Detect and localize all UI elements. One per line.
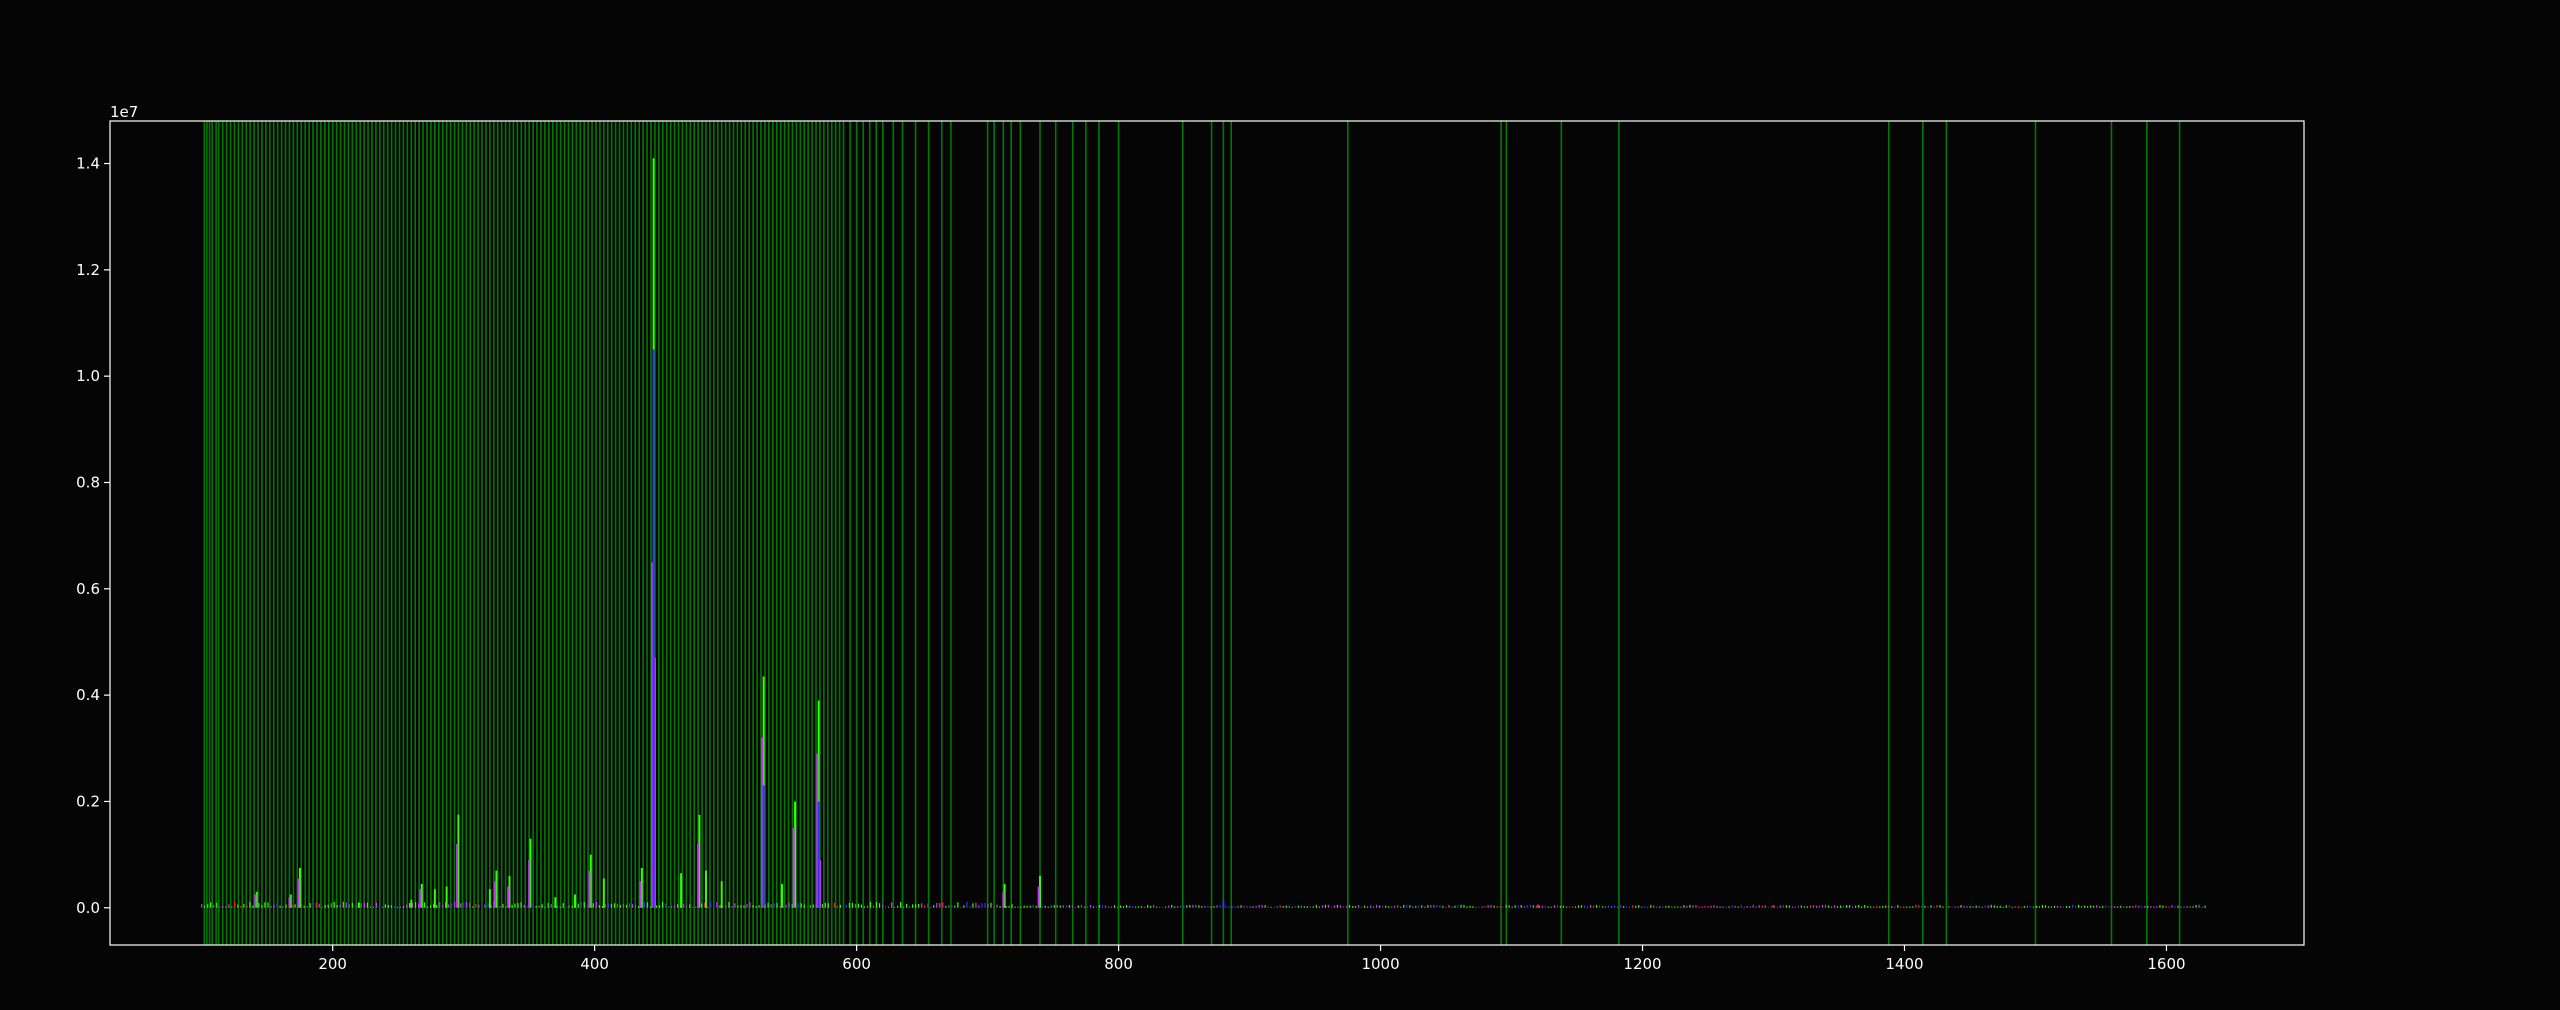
x-tick-label: 1200: [1623, 955, 1661, 973]
x-tick-label: 1400: [1885, 955, 1923, 973]
peaks: [254, 158, 1775, 908]
y-tick-label: 0.4: [76, 686, 100, 704]
highlight-bands: [203, 121, 2181, 945]
baseline-noise: [201, 901, 2206, 908]
x-tick-label: 400: [580, 955, 609, 973]
y-tick-label: 1.4: [76, 155, 100, 173]
y-tick-label: 1.2: [76, 261, 100, 279]
x-tick-label: 200: [318, 955, 347, 973]
y-tick-label: 1.0: [76, 367, 100, 385]
x-tick-label: 600: [842, 955, 871, 973]
plot-frame: [109, 120, 2305, 946]
y-tick-label: 0.0: [76, 899, 100, 917]
y-offset-label: 1e7: [110, 103, 138, 121]
x-tick-label: 1000: [1361, 955, 1399, 973]
axes: 200 400 600 800 1000 1200 1400 1600 0.0 0.2 0.4 0.6…: [76, 120, 2305, 973]
y-tick-label: 0.2: [76, 792, 100, 810]
x-tick-label: 800: [1104, 955, 1133, 973]
x-tick-label: 1600: [2147, 955, 2185, 973]
y-tick-label: 0.8: [76, 473, 100, 491]
y-tick-label: 0.6: [76, 580, 100, 598]
